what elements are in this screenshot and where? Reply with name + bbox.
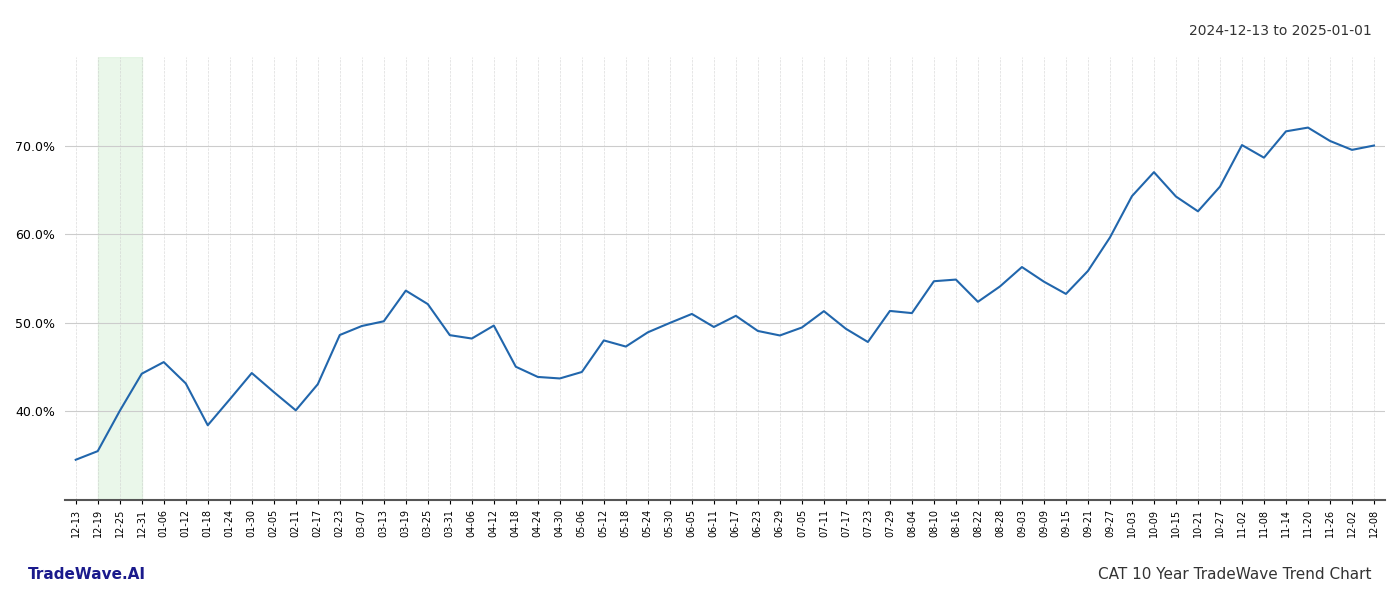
Text: 2024-12-13 to 2025-01-01: 2024-12-13 to 2025-01-01 bbox=[1189, 24, 1372, 38]
Text: CAT 10 Year TradeWave Trend Chart: CAT 10 Year TradeWave Trend Chart bbox=[1099, 567, 1372, 582]
Text: TradeWave.AI: TradeWave.AI bbox=[28, 567, 146, 582]
Bar bbox=[98, 57, 141, 500]
